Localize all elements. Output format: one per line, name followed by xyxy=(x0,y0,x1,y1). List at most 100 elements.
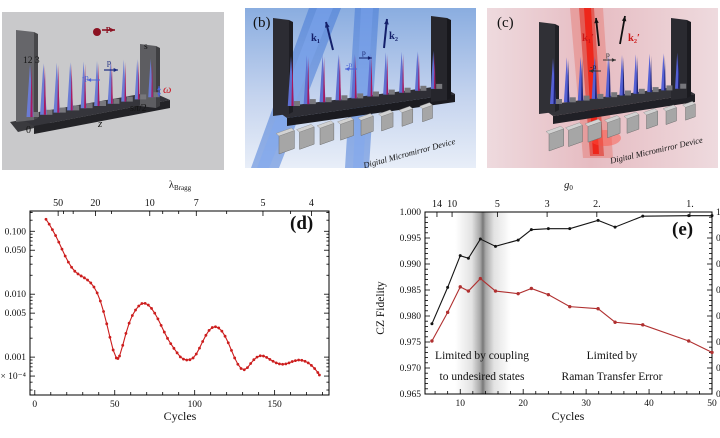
svg-text:0.100: 0.100 xyxy=(5,227,27,237)
svg-text:10: 10 xyxy=(455,399,465,409)
panel-b-letter: (b) xyxy=(253,15,271,31)
chart-d-bragg-error-plot: 0 50 100 150 50 20 10 7 5 4 0.100 0.050 0.010 0.005 0.… xyxy=(0,198,330,410)
floor-front xyxy=(287,94,455,126)
panel-b-blue-beam-scene: Digital Micromirror Device (b) k₁ k₂ p -… xyxy=(245,8,476,168)
svg-text:0.980: 0.980 xyxy=(400,312,422,322)
momentum-neg-p-label: -p xyxy=(346,60,353,69)
panel-d-letter: (d) xyxy=(290,213,314,234)
momentum-p-top-label: p xyxy=(106,23,111,33)
svg-text:0.990: 0.990 xyxy=(716,260,720,270)
lattice-spikes xyxy=(550,52,687,104)
annotation-line: Raman Transfer Error xyxy=(561,370,663,383)
svg-text:0.970: 0.970 xyxy=(400,364,422,374)
floor-top xyxy=(539,86,695,116)
svg-text:0.005: 0.005 xyxy=(5,309,27,319)
momentum-neg-p-label: -p xyxy=(590,62,597,71)
lattice-spikes xyxy=(26,58,160,117)
right-wall-side xyxy=(447,18,451,100)
chart-d-xlabel: Cycles xyxy=(163,409,197,423)
svg-text:10: 10 xyxy=(145,198,155,209)
svg-text:14: 14 xyxy=(432,199,442,210)
svg-text:50: 50 xyxy=(707,399,717,409)
blue-beam-2-core xyxy=(353,8,373,168)
svg-text:0.010: 0.010 xyxy=(5,290,27,300)
micromirror-array xyxy=(275,102,433,155)
panel-a-drawing xyxy=(10,27,170,134)
svg-text:0.985: 0.985 xyxy=(716,286,720,296)
annotation-line: to undesired states xyxy=(439,370,525,383)
floor-top xyxy=(273,86,455,118)
svg-text:0.985: 0.985 xyxy=(400,286,422,296)
chart-d-top-axis-title: λBragg xyxy=(140,180,220,192)
site-numbers: 12 3 xyxy=(23,56,40,66)
panel-c-letter: (c) xyxy=(497,15,514,31)
lattice-spikes xyxy=(287,50,443,106)
floor-front xyxy=(34,100,170,134)
left-wall-side xyxy=(34,32,38,120)
right-wall-side xyxy=(156,46,160,108)
left-wall-side xyxy=(555,24,559,112)
svg-text:0.001: 0.001 xyxy=(5,353,27,363)
momentum-p-label: p xyxy=(362,48,366,57)
svg-text:150: 150 xyxy=(268,400,283,410)
chart-e-ylabel: CZ Fidelity xyxy=(375,281,387,335)
svg-text:1.000: 1.000 xyxy=(400,208,422,218)
momentum-arrows xyxy=(87,27,161,97)
lambda-symbol: λ xyxy=(168,180,174,191)
momentum-p-mid-label: p xyxy=(107,58,111,67)
annotation-raman: Limited by Raman Transfer Error xyxy=(527,346,697,387)
wavevector-arrows xyxy=(589,15,627,73)
chart-e-top-axis-title: g0 xyxy=(530,180,607,192)
svg-text:4: 4 xyxy=(309,198,314,209)
lambda-subscript: Bragg xyxy=(173,184,192,192)
svg-text:30: 30 xyxy=(581,399,591,409)
svg-text:0.990: 0.990 xyxy=(400,260,422,270)
g-subscript: 0 xyxy=(569,184,573,192)
micromirror-array xyxy=(545,101,696,152)
svg-text:50: 50 xyxy=(110,400,120,410)
floor-front xyxy=(553,94,695,124)
svg-text:10: 10 xyxy=(447,199,457,210)
svg-text:0.975: 0.975 xyxy=(716,338,720,348)
svg-text:40: 40 xyxy=(644,399,654,409)
svg-text:0.975: 0.975 xyxy=(400,338,422,348)
right-wall xyxy=(671,18,687,100)
svg-text:20: 20 xyxy=(518,399,528,409)
svg-text:7: 7 xyxy=(194,198,199,209)
chart-e-xlabel: Cycles xyxy=(551,409,585,423)
svg-text:0.995: 0.995 xyxy=(716,234,720,244)
svg-text:0: 0 xyxy=(32,400,37,410)
svg-text:100: 100 xyxy=(188,400,203,410)
svg-text:0.970: 0.970 xyxy=(716,364,720,374)
k2-label: k₂ xyxy=(389,31,398,42)
svg-text:1.000: 1.000 xyxy=(716,208,720,218)
svg-text:5: 5 xyxy=(260,198,265,209)
k2-prime-label: k₂′ xyxy=(628,33,640,44)
blue-beam-1-core xyxy=(257,8,333,168)
svg-text:0.995: 0.995 xyxy=(400,234,422,244)
svg-text:0.965: 0.965 xyxy=(716,390,720,400)
origin-label: 0 xyxy=(26,125,31,136)
annotation-coupling: Limited by coupling to undesired states xyxy=(412,346,552,387)
g-symbol: g xyxy=(564,180,570,191)
momentum-p-label: p xyxy=(606,50,610,59)
wavevector-arrows xyxy=(324,18,389,71)
svg-text:0.980: 0.980 xyxy=(716,312,720,322)
annotation-line: Limited by coupling xyxy=(435,350,529,362)
z-axis-label: z xyxy=(98,118,103,130)
panel-b-drawing: Digital Micromirror Device xyxy=(245,8,476,168)
panel-c-red-beam-scene: Digital Micromirror Device (c) k₁′ k₂′ p… xyxy=(487,8,718,168)
annotation-line: Limited by xyxy=(586,350,638,362)
svg-text:50: 50 xyxy=(53,198,63,209)
svg-text:2.: 2. xyxy=(593,199,601,210)
svg-text:× 10⁻⁴: × 10⁻⁴ xyxy=(0,372,26,382)
left-wall xyxy=(273,18,289,116)
svg-text:3: 3 xyxy=(545,199,550,210)
k1-label: k₁ xyxy=(311,33,320,44)
red-beam-core xyxy=(584,8,599,154)
svg-text:0.050: 0.050 xyxy=(5,246,27,256)
wall-s-label: s xyxy=(144,42,148,52)
momentum-neg-p-label: -p xyxy=(82,73,89,82)
panel-e-letter: (e) xyxy=(672,219,694,240)
